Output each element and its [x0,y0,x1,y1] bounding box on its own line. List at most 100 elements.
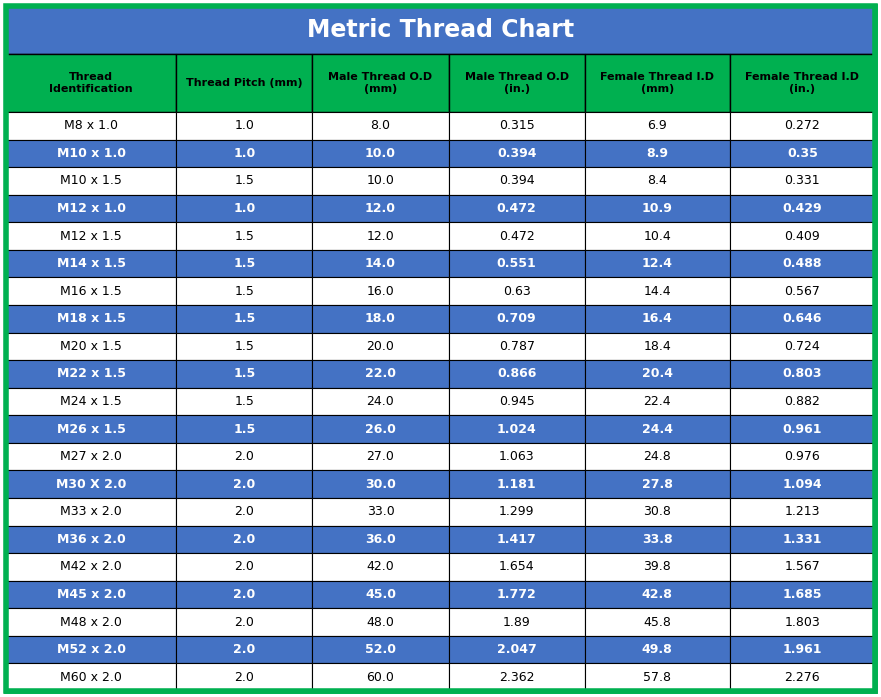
Bar [176,636,313,664]
Text: 2.0: 2.0 [234,560,255,574]
Text: 0.472: 0.472 [497,202,537,215]
Text: 45.0: 45.0 [365,588,396,601]
Bar [729,664,875,691]
Bar [585,608,729,636]
Bar [6,608,176,636]
Text: 48.0: 48.0 [366,615,395,629]
Bar [729,54,875,112]
Text: 60.0: 60.0 [366,671,395,684]
Bar [585,139,729,167]
Text: 0.272: 0.272 [785,119,820,132]
Text: 2.047: 2.047 [497,643,537,656]
Bar [313,54,448,112]
Bar [448,112,585,139]
Text: 12.4: 12.4 [641,257,673,270]
Text: 1.5: 1.5 [234,395,255,408]
Bar [448,526,585,553]
Text: 57.8: 57.8 [643,671,671,684]
Bar [585,332,729,360]
Bar [6,139,176,167]
Bar [6,664,176,691]
Text: Thread Pitch (mm): Thread Pitch (mm) [186,78,302,88]
Bar [448,443,585,470]
Bar [585,443,729,470]
Text: 2.0: 2.0 [233,588,255,601]
Bar [729,498,875,526]
Text: 6.9: 6.9 [648,119,667,132]
Bar [729,360,875,388]
Text: 1.063: 1.063 [499,450,535,463]
Bar [176,608,313,636]
Text: 30.8: 30.8 [643,505,671,519]
Bar [729,112,875,139]
Text: 42.0: 42.0 [366,560,395,574]
Text: 0.866: 0.866 [497,367,537,381]
Text: 12.0: 12.0 [365,202,396,215]
Bar [6,636,176,664]
Text: 18.4: 18.4 [643,340,671,353]
Text: 1.331: 1.331 [782,533,822,546]
Bar [448,608,585,636]
Text: 2.0: 2.0 [234,615,255,629]
Text: 10.4: 10.4 [643,229,671,243]
Bar [448,194,585,222]
Text: 10.0: 10.0 [366,174,395,187]
Bar [585,415,729,443]
Text: 36.0: 36.0 [365,533,396,546]
Bar [313,526,448,553]
Text: 0.961: 0.961 [782,422,822,436]
Bar [6,250,176,277]
Bar [176,250,313,277]
Bar [585,250,729,277]
Text: 1.417: 1.417 [497,533,537,546]
Text: 22.4: 22.4 [643,395,671,408]
Text: 10.9: 10.9 [642,202,673,215]
Bar [176,553,313,581]
Text: 0.646: 0.646 [782,312,822,325]
Text: 0.472: 0.472 [499,229,535,243]
Bar [585,526,729,553]
Bar [585,112,729,139]
Text: 0.882: 0.882 [784,395,820,408]
Bar [176,443,313,470]
Text: 0.331: 0.331 [785,174,820,187]
Text: 27.8: 27.8 [642,477,673,491]
Bar [448,636,585,664]
Bar [729,581,875,608]
Bar [585,222,729,250]
Bar [313,581,448,608]
Text: 2.276: 2.276 [785,671,820,684]
Text: 8.9: 8.9 [647,147,669,160]
Text: M60 x 2.0: M60 x 2.0 [60,671,122,684]
Text: 1.5: 1.5 [233,257,255,270]
Text: M10 x 1.5: M10 x 1.5 [60,174,122,187]
Text: M12 x 1.5: M12 x 1.5 [60,229,122,243]
Bar [176,581,313,608]
Text: 1.567: 1.567 [785,560,820,574]
Bar [313,470,448,498]
Text: Metric Thread Chart: Metric Thread Chart [307,18,574,42]
Text: 0.567: 0.567 [784,284,820,298]
Text: Thread
Identification: Thread Identification [49,72,133,94]
Text: 8.0: 8.0 [371,119,390,132]
Text: M22 x 1.5: M22 x 1.5 [56,367,126,381]
Bar [6,305,176,332]
Bar [729,470,875,498]
Text: 18.0: 18.0 [365,312,396,325]
Bar [6,6,875,54]
Text: 45.8: 45.8 [643,615,671,629]
Text: 27.0: 27.0 [366,450,395,463]
Bar [313,222,448,250]
Bar [448,581,585,608]
Text: 8.4: 8.4 [648,174,667,187]
Text: 1.0: 1.0 [233,202,255,215]
Text: 0.35: 0.35 [787,147,818,160]
Bar [313,415,448,443]
Bar [313,360,448,388]
Text: 1.094: 1.094 [782,477,822,491]
Bar [313,553,448,581]
Text: 39.8: 39.8 [643,560,671,574]
Text: M52 x 2.0: M52 x 2.0 [56,643,126,656]
Bar [176,167,313,194]
Text: Female Thread I.D
(in.): Female Thread I.D (in.) [745,72,860,94]
